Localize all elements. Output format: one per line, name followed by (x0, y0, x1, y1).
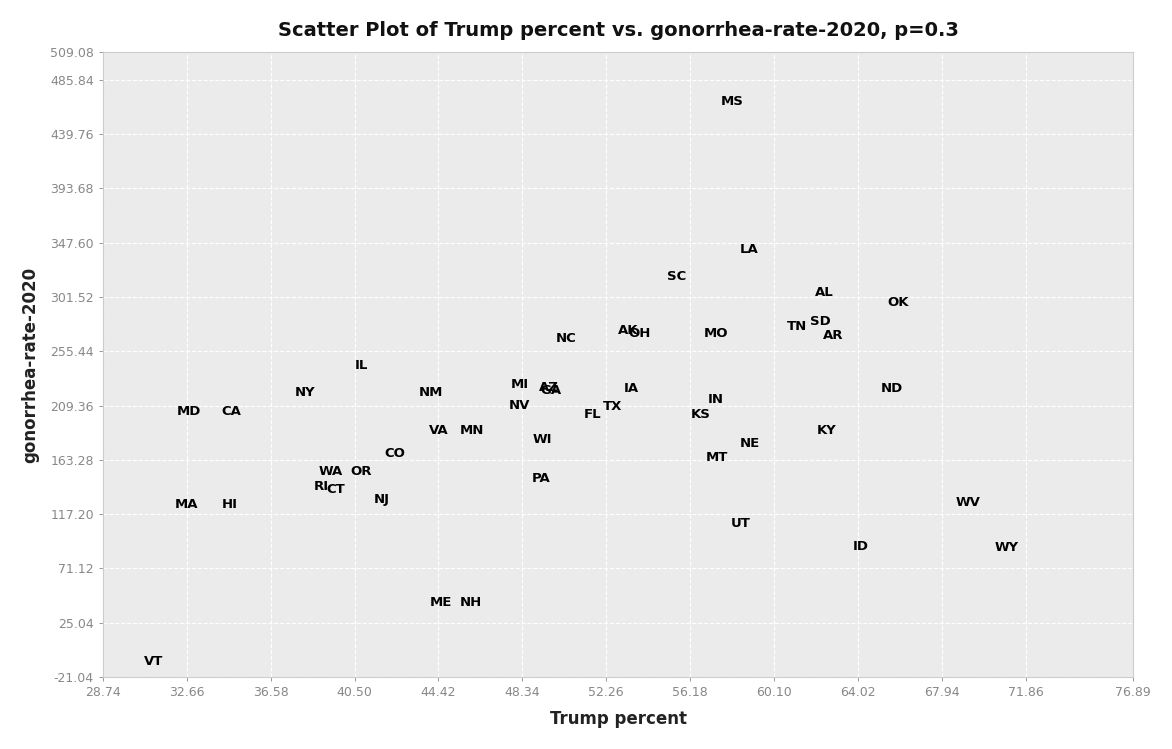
X-axis label: Trump percent: Trump percent (550, 710, 687, 728)
Text: VA: VA (429, 424, 449, 437)
Text: CT: CT (327, 482, 346, 496)
Text: KY: KY (817, 424, 837, 437)
Text: LA: LA (740, 243, 758, 256)
Text: NV: NV (509, 399, 530, 412)
Text: NJ: NJ (374, 493, 390, 506)
Text: AZ: AZ (539, 381, 558, 394)
Text: WY: WY (994, 542, 1018, 554)
Text: KS: KS (690, 408, 710, 422)
Text: AL: AL (815, 286, 833, 299)
Text: FL: FL (584, 408, 601, 422)
Text: ID: ID (853, 540, 870, 554)
Text: HI: HI (222, 498, 238, 511)
Text: ND: ND (881, 383, 904, 395)
Text: OR: OR (350, 465, 372, 478)
Text: MI: MI (511, 377, 529, 391)
Title: Scatter Plot of Trump percent vs. gonorrhea-rate-2020, p=0.3: Scatter Plot of Trump percent vs. gonorr… (278, 21, 959, 40)
Text: NE: NE (740, 437, 759, 449)
Text: GA: GA (540, 383, 561, 397)
Text: PA: PA (532, 472, 551, 485)
Text: OK: OK (887, 297, 909, 309)
Text: TX: TX (602, 400, 622, 413)
Text: AR: AR (823, 330, 844, 342)
Text: NM: NM (418, 386, 443, 399)
Text: MD: MD (177, 404, 202, 418)
Text: WV: WV (956, 496, 981, 509)
Text: AK: AK (618, 324, 639, 336)
Text: MA: MA (175, 498, 198, 511)
Text: UT: UT (731, 517, 751, 530)
Text: WI: WI (532, 433, 552, 446)
Text: NY: NY (294, 386, 315, 399)
Text: RI: RI (314, 480, 329, 493)
Text: SD: SD (810, 315, 831, 328)
Text: ME: ME (429, 595, 451, 609)
Text: SC: SC (667, 270, 687, 284)
Text: CA: CA (222, 404, 241, 418)
Text: MT: MT (706, 451, 728, 464)
Y-axis label: gonorrhea-rate-2020: gonorrhea-rate-2020 (21, 267, 39, 463)
Text: MS: MS (721, 95, 743, 108)
Text: CO: CO (384, 447, 406, 460)
Text: MO: MO (703, 327, 728, 340)
Text: NC: NC (556, 332, 577, 345)
Text: WA: WA (318, 465, 342, 478)
Text: MN: MN (459, 424, 484, 437)
Text: NH: NH (459, 595, 482, 609)
Text: IA: IA (625, 383, 639, 395)
Text: OH: OH (628, 327, 650, 340)
Text: VT: VT (144, 655, 164, 667)
Text: IN: IN (708, 393, 723, 406)
Text: IL: IL (354, 359, 368, 372)
Text: TN: TN (786, 320, 808, 333)
